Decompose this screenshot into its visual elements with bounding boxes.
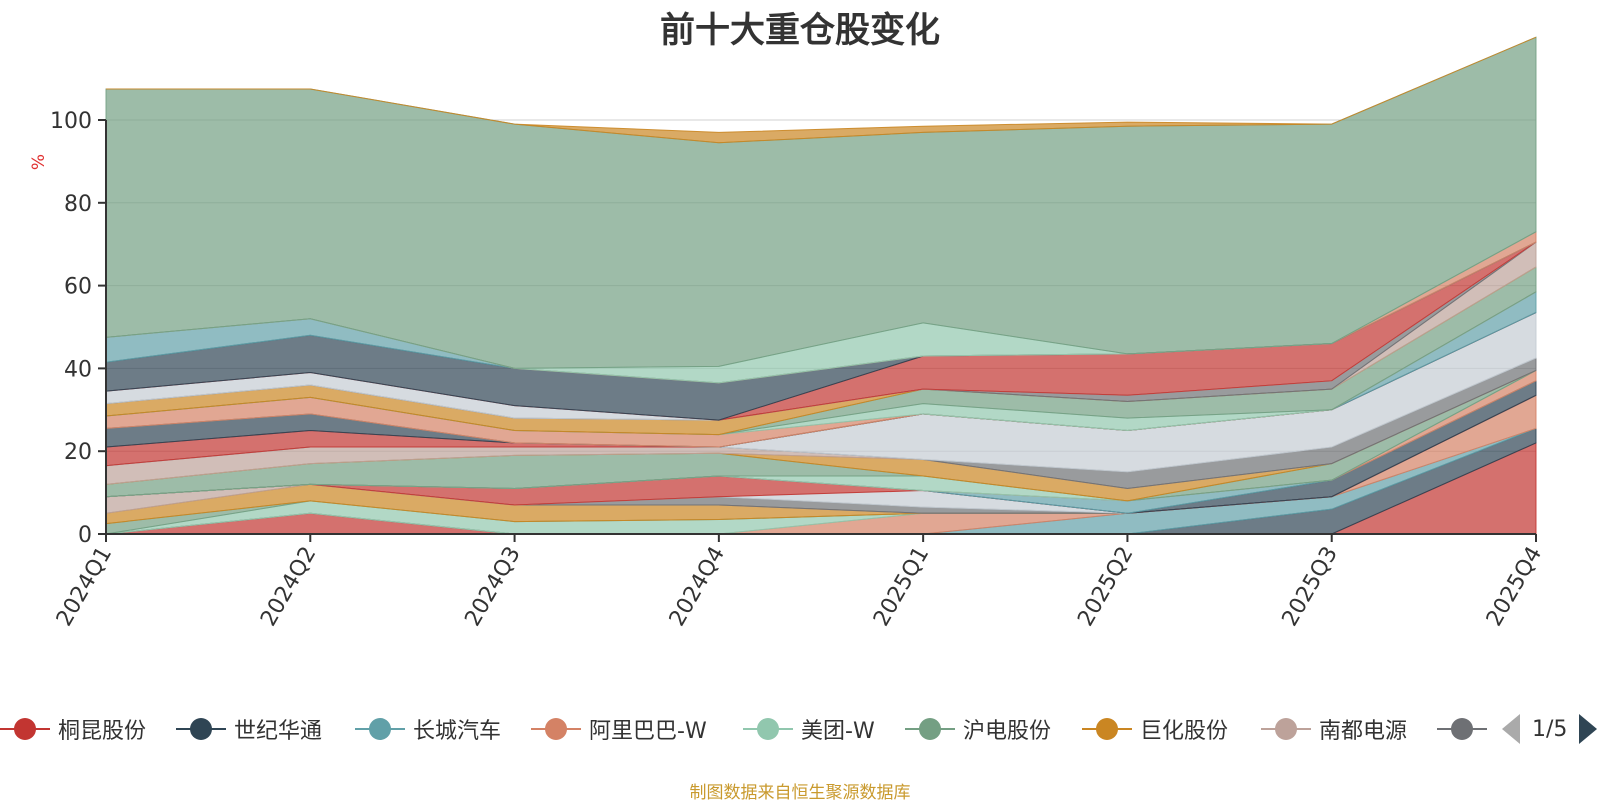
- x-tick-label: 2025Q2: [1073, 543, 1138, 631]
- area-series-37: [106, 36, 1537, 144]
- y-tick-label: 40: [64, 357, 92, 382]
- legend-item[interactable]: 南都电源: [1261, 711, 1407, 747]
- x-tick-label: 2024Q3: [460, 543, 525, 631]
- legend-label: 阿里巴巴-W: [589, 719, 707, 744]
- legend-label: 美团-W: [801, 719, 875, 744]
- y-tick-label: 100: [50, 109, 92, 134]
- legend-marker-icon: [1261, 711, 1311, 747]
- legend-item[interactable]: [1437, 711, 1487, 747]
- legend: 桐昆股份 世纪华通 长城汽车 阿里巴巴-W 美团-W 沪电股份 巨化股份 南都电源 1/5: [0, 711, 1600, 747]
- y-axis-label: %: [29, 154, 49, 170]
- legend-item[interactable]: 长城汽车: [355, 711, 501, 747]
- legend-label: 沪电股份: [963, 719, 1052, 744]
- legend-label: 世纪华通: [234, 719, 323, 744]
- legend-marker-icon: [905, 711, 955, 747]
- legend-marker-icon: [0, 711, 50, 747]
- source-note: 制图数据来自恒生聚源数据库: [689, 783, 911, 803]
- legend-item[interactable]: 沪电股份: [905, 711, 1051, 747]
- legend-label: 巨化股份: [1140, 719, 1229, 744]
- stacked-area-plot: 0 20 40 60 80 100 2024Q1 2024Q2 2024Q3 2024Q4 2025…: [29, 36, 1547, 631]
- x-tick-label: 2024Q1: [52, 543, 117, 631]
- legend-label: 南都电源: [1319, 719, 1408, 744]
- legend-item[interactable]: 阿里巴巴-W: [531, 711, 707, 747]
- legend-pager: 1/5: [1502, 711, 1598, 747]
- legend-marker-icon: [355, 711, 405, 747]
- x-tick-label: 2025Q1: [869, 543, 934, 631]
- y-tick-label: 60: [64, 275, 92, 300]
- x-tick-label: 2024Q2: [256, 543, 321, 631]
- legend-next-page-icon[interactable]: [1579, 714, 1598, 744]
- y-tick-label: 20: [64, 440, 92, 465]
- x-tick-label: 2025Q4: [1482, 543, 1547, 631]
- legend-item[interactable]: 世纪华通: [176, 711, 322, 747]
- legend-item[interactable]: 美团-W: [743, 711, 875, 747]
- y-tick-label: 0: [78, 523, 92, 548]
- legend-marker-icon: [1437, 711, 1487, 747]
- legend-prev-page-icon[interactable]: [1502, 714, 1520, 744]
- axes: [98, 119, 1537, 542]
- x-tick-label: 2024Q4: [665, 543, 730, 631]
- area-series-36: [105, 36, 1537, 369]
- chart-title: 前十大重仓股变化: [659, 11, 940, 51]
- legend-marker-icon: [531, 711, 581, 747]
- legend-label: 桐昆股份: [58, 719, 147, 744]
- legend-item[interactable]: 巨化股份: [1082, 711, 1228, 747]
- legend-marker-icon: [743, 711, 793, 747]
- y-tick-label: 80: [64, 192, 92, 217]
- legend-marker-icon: [176, 711, 226, 747]
- legend-item[interactable]: 桐昆股份: [0, 711, 146, 747]
- x-tick-label: 2025Q3: [1278, 543, 1343, 631]
- legend-marker-icon: [1082, 711, 1132, 747]
- legend-page-indicator: 1/5: [1532, 716, 1568, 742]
- legend-label: 长城汽车: [413, 719, 502, 744]
- area-series: [105, 36, 1537, 535]
